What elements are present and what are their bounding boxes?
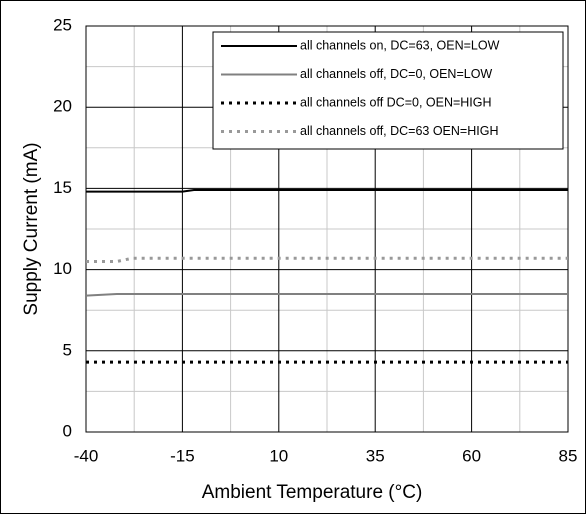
legend-label: all channels off, DC=63 OEN=HIGH (300, 124, 498, 138)
x-tick-label: -15 (170, 446, 195, 465)
y-tick-label: 10 (53, 259, 72, 278)
x-tick-label: 85 (559, 446, 578, 465)
y-tick-label: 20 (53, 97, 72, 116)
x-tick-label: 35 (366, 446, 385, 465)
legend-label: all channels off DC=0, OEN=HIGH (300, 95, 492, 109)
x-tick-label: 10 (269, 446, 288, 465)
legend-label: all channels on, DC=63, OEN=LOW (300, 38, 500, 52)
x-tick-label: -40 (74, 446, 99, 465)
series-line (85, 292, 568, 297)
y-tick-label: 0 (63, 421, 72, 440)
legend-box (212, 31, 564, 150)
x-axis-label: Ambient Temperature (°C) (202, 482, 423, 503)
y-tick-label: 25 (53, 15, 72, 34)
legend-label: all channels off, DC=0, OEN=LOW (300, 67, 492, 81)
series-line (86, 189, 568, 193)
y-tick-label: 15 (53, 178, 72, 197)
plot-area (85, 25, 569, 433)
series-line (86, 256, 568, 263)
x-tick-label: 60 (462, 446, 481, 465)
y-tick-label: 5 (63, 340, 72, 359)
y-axis-label: Supply Current (mA) (21, 142, 42, 315)
